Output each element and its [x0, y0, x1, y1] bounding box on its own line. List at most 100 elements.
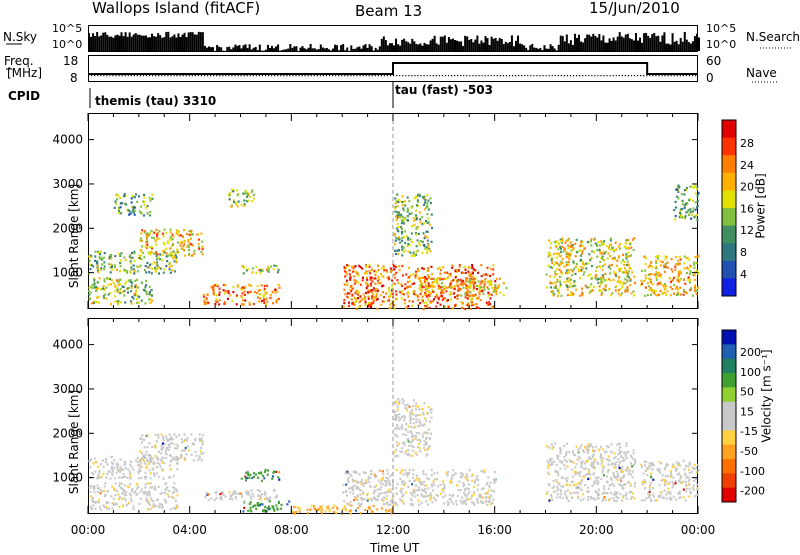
power-echo-cell [103, 261, 105, 263]
power-echo-cell [674, 269, 676, 271]
power-echo-cell [263, 300, 265, 302]
power-echo-cell [662, 284, 664, 286]
velocity-echo-cell [577, 459, 579, 461]
power-echo-cell [411, 232, 413, 234]
velocity-echo-cell [633, 464, 635, 466]
nsky-bar [157, 33, 159, 51]
power-echo-cell [389, 307, 391, 309]
power-echo-cell [169, 268, 171, 270]
velocity-colorbar-tick-label: -50 [740, 445, 758, 458]
nsky-bar [509, 42, 511, 51]
power-echo-cell [247, 268, 249, 270]
power-echo-cell [423, 204, 425, 206]
velocity-echo-cell [164, 443, 166, 445]
power-echo-cell [169, 266, 171, 268]
power-echo-cell [407, 219, 409, 221]
velocity-echo-cell [386, 498, 388, 500]
velocity-echo-cell [422, 436, 424, 438]
power-echo-cell [688, 259, 690, 261]
velocity-echo-cell [423, 413, 425, 415]
power-echo-cell [567, 294, 569, 296]
power-echo-cell [167, 255, 169, 257]
velocity-echo-cell [375, 476, 377, 478]
velocity-echo-cell [367, 493, 369, 495]
velocity-echo-cell [170, 455, 172, 457]
power-echo-cell [398, 265, 400, 267]
velocity-echo-cell [118, 498, 120, 500]
velocity-echo-cell [589, 445, 591, 447]
power-echo-cell [585, 263, 587, 265]
power-echo-cell [119, 279, 121, 281]
nsky-bar [212, 47, 214, 51]
power-echo-cell [403, 293, 405, 295]
velocity-echo-cell [696, 471, 698, 473]
nave-dot [600, 75, 601, 76]
nave-dot [167, 75, 168, 76]
nsky-bar [119, 36, 121, 51]
velocity-echo-cell [139, 450, 141, 452]
power-echo-cell [257, 296, 259, 298]
velocity-echo-cell [546, 493, 548, 495]
velocity-echo-cell [401, 447, 403, 449]
nave-dot [399, 75, 400, 76]
nsky-bar [226, 47, 228, 51]
velocity-echo-cell [473, 503, 475, 505]
power-echo-cell [111, 266, 113, 268]
power-echo-cell [402, 216, 404, 218]
power-echo-cell [443, 278, 445, 280]
velocity-echo-cell [119, 506, 121, 508]
power-colorbar-swatch [722, 226, 736, 244]
velocity-echo-cell [640, 464, 642, 466]
power-echo-cell [101, 263, 103, 265]
power-echo-cell [419, 285, 421, 287]
power-echo-cell [365, 266, 367, 268]
velocity-echo-cell [577, 497, 579, 499]
velocity-echo-cell [493, 479, 495, 481]
velocity-echo-cell [651, 464, 653, 466]
velocity-echo-cell [154, 486, 156, 488]
nsky-bar [533, 48, 535, 51]
power-echo-cell [568, 253, 570, 255]
power-echo-cell [120, 206, 122, 208]
velocity-echo-cell [482, 497, 484, 499]
velocity-echo-cell [443, 491, 445, 493]
velocity-echo-cell [549, 460, 551, 462]
velocity-echo-cell [467, 498, 469, 500]
power-echo-cell [161, 259, 163, 261]
power-echo-cell [687, 257, 689, 259]
nsky-bar [409, 44, 411, 51]
nsky-bar [186, 37, 188, 51]
power-echo-cell [244, 291, 246, 293]
power-echo-cell [555, 261, 557, 263]
power-echo-cell [158, 257, 160, 259]
power-echo-cell [396, 279, 398, 281]
velocity-echo-cell [613, 500, 615, 502]
velocity-echo-cell [257, 504, 259, 506]
power-echo-cell [236, 303, 238, 305]
velocity-echo-cell [463, 492, 465, 494]
power-echo-cell [428, 244, 430, 246]
power-echo-cell [478, 280, 480, 282]
velocity-echo-cell [410, 418, 412, 420]
velocity-echo-cell [173, 482, 175, 484]
velocity-echo-cell [418, 443, 420, 445]
nave-dot [509, 75, 510, 76]
power-echo-cell [392, 293, 394, 295]
nsky-bar [198, 32, 200, 51]
velocity-echo-cell [161, 507, 163, 509]
velocity-echo-cell [447, 471, 449, 473]
nsky-bar [684, 32, 686, 51]
power-echo-cell [136, 302, 138, 304]
nsky-bar [269, 48, 271, 51]
power-echo-cell [451, 286, 453, 288]
velocity-echo-cell [174, 508, 176, 510]
nave-dot [164, 75, 165, 76]
power-echo-cell [92, 265, 94, 267]
power-echo-cell [683, 262, 685, 264]
nave-dot [250, 75, 251, 76]
power-echo-cell [581, 288, 583, 290]
velocity-echo-cell [604, 496, 606, 498]
nsky-bar [322, 47, 324, 51]
power-echo-cell [672, 279, 674, 281]
velocity-echo-cell [617, 497, 619, 499]
